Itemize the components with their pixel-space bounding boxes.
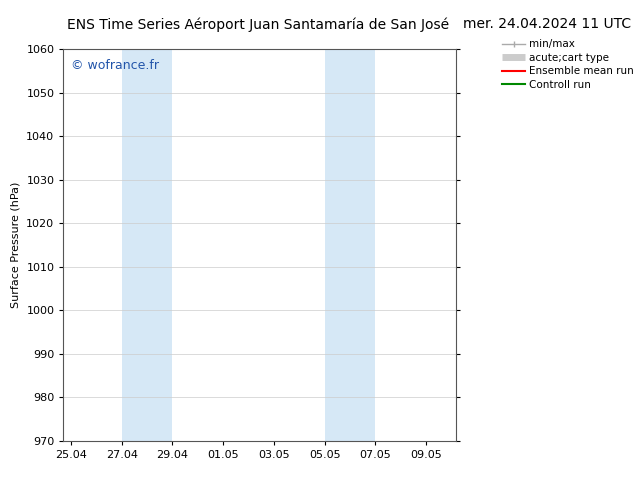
Legend: min/max, acute;cart type, Ensemble mean run, Controll run: min/max, acute;cart type, Ensemble mean … — [502, 39, 634, 90]
Bar — [325, 49, 375, 441]
Bar — [122, 49, 172, 441]
Text: ENS Time Series Aéroport Juan Santamaría de San José: ENS Time Series Aéroport Juan Santamaría… — [67, 17, 449, 32]
Text: mer. 24.04.2024 11 UTC: mer. 24.04.2024 11 UTC — [463, 17, 631, 31]
Text: © wofrance.fr: © wofrance.fr — [71, 59, 159, 72]
Y-axis label: Surface Pressure (hPa): Surface Pressure (hPa) — [11, 182, 21, 308]
